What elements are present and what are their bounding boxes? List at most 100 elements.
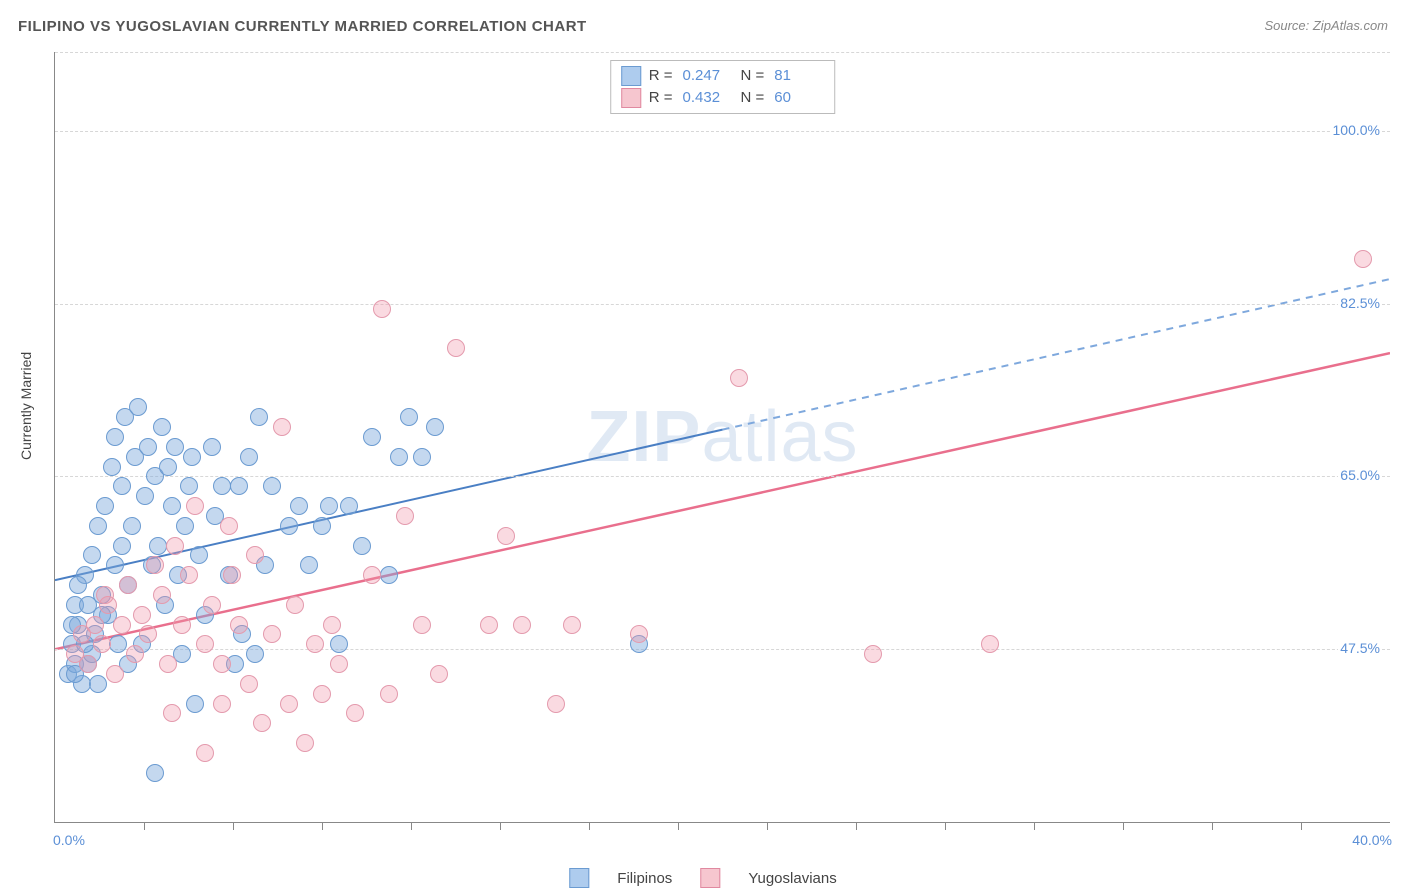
data-point — [230, 477, 248, 495]
data-point — [113, 537, 131, 555]
n-value-filipinos: 81 — [774, 65, 824, 87]
data-point — [203, 438, 221, 456]
x-tick — [411, 822, 412, 830]
data-point — [346, 704, 364, 722]
data-point — [253, 714, 271, 732]
r-label: R = — [649, 65, 673, 87]
gridline — [55, 476, 1390, 477]
r-label: R = — [649, 87, 673, 109]
x-tick — [945, 822, 946, 830]
gridline — [55, 304, 1390, 305]
x-max-label: 40.0% — [1352, 832, 1392, 848]
data-point — [330, 655, 348, 673]
data-point — [380, 685, 398, 703]
data-point — [96, 586, 114, 604]
data-point — [1354, 250, 1372, 268]
x-tick — [322, 822, 323, 830]
data-point — [103, 458, 121, 476]
trend-line — [55, 353, 1390, 649]
data-point — [246, 546, 264, 564]
data-point — [563, 616, 581, 634]
y-axis-title: Currently Married — [18, 352, 34, 460]
data-point — [196, 635, 214, 653]
legend-label-filipinos: Filipinos — [617, 870, 672, 887]
data-point — [186, 695, 204, 713]
data-point — [730, 369, 748, 387]
data-point — [400, 408, 418, 426]
data-point — [196, 744, 214, 762]
data-point — [630, 625, 648, 643]
x-tick — [144, 822, 145, 830]
data-point — [183, 448, 201, 466]
trend-lines — [55, 52, 1390, 822]
data-point — [513, 616, 531, 634]
swatch-blue — [569, 868, 589, 888]
bottom-legend: Filipinos Yugoslavians — [569, 868, 836, 888]
data-point — [313, 685, 331, 703]
gridline — [55, 52, 1390, 53]
data-point — [133, 606, 151, 624]
data-point — [106, 665, 124, 683]
data-point — [313, 517, 331, 535]
legend-box: R = 0.247 N = 81 R = 0.432 N = 60 — [610, 60, 836, 114]
data-point — [340, 497, 358, 515]
data-point — [123, 517, 141, 535]
data-point — [106, 428, 124, 446]
data-point — [186, 497, 204, 515]
x-min-label: 0.0% — [53, 832, 85, 848]
data-point — [330, 635, 348, 653]
x-tick — [1034, 822, 1035, 830]
n-label: N = — [741, 65, 765, 87]
x-tick — [856, 822, 857, 830]
data-point — [180, 477, 198, 495]
data-point — [323, 616, 341, 634]
data-point — [119, 576, 137, 594]
swatch-pink — [621, 88, 641, 108]
data-point — [159, 458, 177, 476]
data-point — [136, 487, 154, 505]
r-value-yugoslavians: 0.432 — [683, 87, 733, 109]
data-point — [430, 665, 448, 683]
data-point — [363, 428, 381, 446]
data-point — [86, 616, 104, 634]
swatch-blue — [621, 66, 641, 86]
data-point — [113, 477, 131, 495]
data-point — [353, 537, 371, 555]
data-point — [190, 546, 208, 564]
legend-label-yugoslavians: Yugoslavians — [748, 870, 836, 887]
data-point — [129, 398, 147, 416]
legend-row-yugoslavians: R = 0.432 N = 60 — [621, 87, 825, 109]
data-point — [413, 616, 431, 634]
data-point — [149, 537, 167, 555]
data-point — [286, 596, 304, 614]
data-point — [480, 616, 498, 634]
y-tick-label: 47.5% — [1338, 640, 1382, 656]
data-point — [159, 655, 177, 673]
data-point — [230, 616, 248, 634]
y-tick-label: 82.5% — [1338, 295, 1382, 311]
legend-row-filipinos: R = 0.247 N = 81 — [621, 65, 825, 87]
data-point — [290, 497, 308, 515]
data-point — [306, 635, 324, 653]
data-point — [163, 497, 181, 515]
data-point — [173, 616, 191, 634]
data-point — [280, 517, 298, 535]
data-point — [126, 645, 144, 663]
data-point — [113, 616, 131, 634]
data-point — [96, 497, 114, 515]
data-point — [497, 527, 515, 545]
y-tick-label: 65.0% — [1338, 467, 1382, 483]
chart-title: FILIPINO VS YUGOSLAVIAN CURRENTLY MARRIE… — [18, 18, 587, 35]
data-point — [106, 556, 124, 574]
data-point — [176, 517, 194, 535]
data-point — [166, 438, 184, 456]
data-point — [163, 704, 181, 722]
data-point — [263, 477, 281, 495]
data-point — [153, 418, 171, 436]
data-point — [83, 546, 101, 564]
data-point — [93, 635, 111, 653]
data-point — [220, 517, 238, 535]
data-point — [320, 497, 338, 515]
x-tick — [767, 822, 768, 830]
data-point — [547, 695, 565, 713]
